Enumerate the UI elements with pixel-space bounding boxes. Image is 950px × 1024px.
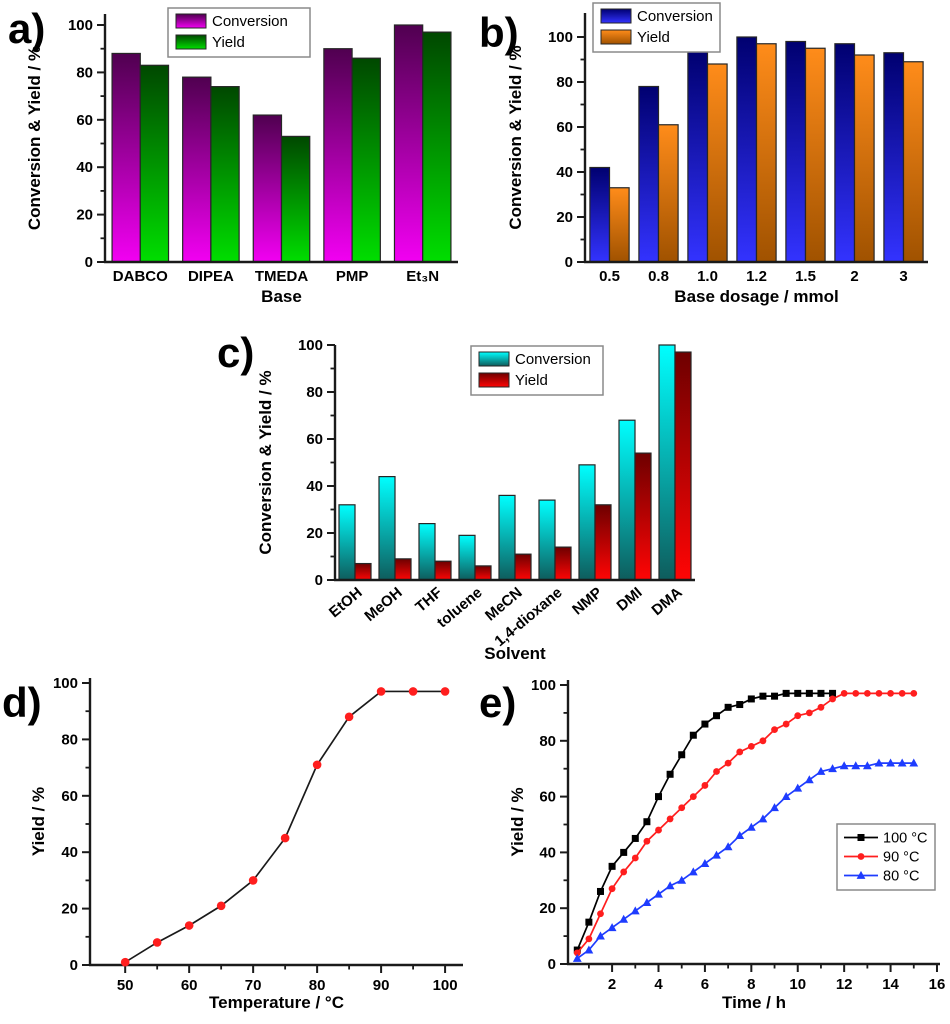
svg-text:8: 8 <box>747 976 755 993</box>
svg-text:4: 4 <box>654 976 663 993</box>
svg-text:70: 70 <box>245 977 262 994</box>
svg-text:Base: Base <box>261 287 302 306</box>
svg-text:14: 14 <box>882 976 899 993</box>
svg-text:0.8: 0.8 <box>648 268 669 285</box>
svg-text:Yield / %: Yield / % <box>29 787 48 856</box>
svg-text:Yield: Yield <box>212 34 245 51</box>
svg-text:toluene: toluene <box>434 584 486 631</box>
panel-c-label: c) <box>217 329 255 376</box>
svg-text:100: 100 <box>298 337 323 354</box>
svg-text:40: 40 <box>539 844 556 861</box>
svg-text:Et₃N: Et₃N <box>406 268 439 285</box>
svg-text:20: 20 <box>76 207 93 224</box>
svg-text:Time / h: Time / h <box>722 993 786 1012</box>
svg-text:0: 0 <box>565 254 573 271</box>
svg-text:0: 0 <box>85 254 93 271</box>
panel-b-label: b) <box>479 9 519 56</box>
chart-b-dosage-bar: 0.5 0.8 1.0 1.2 1.5 2 3 0 20 40 60 80 100 Conversion … <box>506 2 928 306</box>
svg-text:16: 16 <box>929 976 946 993</box>
svg-text:80: 80 <box>556 74 573 91</box>
svg-text:100: 100 <box>53 675 78 692</box>
svg-text:Yield: Yield <box>637 29 670 46</box>
svg-text:2: 2 <box>608 976 616 993</box>
svg-text:90 °C: 90 °C <box>883 850 919 866</box>
svg-text:THF: THF <box>412 584 445 616</box>
panel-b: b) 0.5 0.8 1.0 1.2 1.5 2 3 0 20 40 60 80 100 Conversi… <box>475 0 950 318</box>
svg-text:60: 60 <box>76 112 93 129</box>
svg-text:20: 20 <box>539 900 556 917</box>
svg-text:3: 3 <box>899 268 907 285</box>
svg-text:1.2: 1.2 <box>746 268 767 285</box>
svg-text:Conversion: Conversion <box>515 351 591 368</box>
svg-text:PMP: PMP <box>336 268 369 285</box>
panel-d: d) 0 20 40 60 80 100 Yield / % Temperature / °C… <box>0 670 475 1024</box>
svg-text:Yield: Yield <box>515 372 548 389</box>
svg-text:60: 60 <box>181 977 198 994</box>
svg-text:100: 100 <box>548 29 573 46</box>
svg-text:60: 60 <box>61 788 78 805</box>
svg-text:100: 100 <box>68 17 93 34</box>
svg-text:0: 0 <box>548 956 556 973</box>
svg-text:Conversion: Conversion <box>637 8 713 25</box>
svg-text:TMEDA: TMEDA <box>255 268 308 285</box>
panel-c: c) EtOH MeOH THF toluene MeCN 1,4-dioxane NMP D… <box>175 318 775 670</box>
svg-text:6: 6 <box>701 976 709 993</box>
svg-text:DMA: DMA <box>648 584 685 619</box>
svg-text:60: 60 <box>556 119 573 136</box>
svg-text:12: 12 <box>836 976 853 993</box>
svg-text:MeOH: MeOH <box>361 584 405 625</box>
svg-text:80: 80 <box>539 733 556 750</box>
svg-text:40: 40 <box>306 478 323 495</box>
panel-a: a) DABCO DIPEA TMEDA PMP Et₃N 0 20 40 60 80 100 Con… <box>0 0 475 318</box>
panel-e-label: e) <box>479 679 517 726</box>
svg-text:80: 80 <box>306 384 323 401</box>
panel-a-label: a) <box>8 5 46 52</box>
svg-text:1.0: 1.0 <box>697 268 718 285</box>
svg-text:DMI: DMI <box>614 584 646 615</box>
svg-text:100 °C: 100 °C <box>883 831 928 847</box>
svg-text:Temperature / °C: Temperature / °C <box>209 993 344 1012</box>
svg-text:80: 80 <box>309 977 326 994</box>
svg-text:0: 0 <box>315 572 323 589</box>
svg-text:EtOH: EtOH <box>326 584 366 621</box>
svg-text:10: 10 <box>789 976 806 993</box>
svg-text:Conversion & Yield / %: Conversion & Yield / % <box>25 46 44 230</box>
svg-text:0: 0 <box>70 957 78 974</box>
svg-text:100: 100 <box>531 677 556 694</box>
svg-text:Conversion: Conversion <box>212 13 288 30</box>
panel-e: e) 0 20 40 60 80 100 Yield / % Time / h 2 4 6 8 10 12… <box>475 670 950 1024</box>
svg-text:Solvent: Solvent <box>484 644 546 663</box>
svg-text:90: 90 <box>373 977 390 994</box>
svg-text:80: 80 <box>61 731 78 748</box>
svg-text:Conversion & Yield / %: Conversion & Yield / % <box>256 370 275 554</box>
svg-text:Yield / %: Yield / % <box>508 787 527 856</box>
svg-text:100: 100 <box>433 977 458 994</box>
svg-text:1.5: 1.5 <box>795 268 816 285</box>
svg-text:60: 60 <box>539 789 556 806</box>
svg-text:Base dosage / mmol: Base dosage / mmol <box>674 287 838 306</box>
svg-text:50: 50 <box>117 977 134 994</box>
svg-text:0.5: 0.5 <box>599 268 620 285</box>
svg-text:20: 20 <box>61 901 78 918</box>
svg-text:40: 40 <box>61 844 78 861</box>
svg-text:40: 40 <box>76 159 93 176</box>
svg-text:NMP: NMP <box>569 584 605 618</box>
svg-text:Conversion & Yield / %: Conversion & Yield / % <box>506 45 525 229</box>
svg-text:80 °C: 80 °C <box>883 869 919 885</box>
chart-e-time-line: 0 20 40 60 80 100 Yield / % Time / h 2 4 6 8 10 12 14 1… <box>508 677 946 1012</box>
svg-text:20: 20 <box>556 209 573 226</box>
panel-d-label: d) <box>2 679 42 726</box>
chart-d-temperature-line: 0 20 40 60 80 100 Yield / % Temperature / °C 50 6… <box>29 675 463 1012</box>
svg-text:DABCO: DABCO <box>113 268 168 285</box>
svg-text:2: 2 <box>850 268 858 285</box>
svg-text:20: 20 <box>306 525 323 542</box>
svg-text:80: 80 <box>76 64 93 81</box>
svg-text:40: 40 <box>556 164 573 181</box>
svg-text:60: 60 <box>306 431 323 448</box>
svg-text:DIPEA: DIPEA <box>188 268 234 285</box>
chart-a-bases-bar: DABCO DIPEA TMEDA PMP Et₃N 0 20 40 60 80 100 Conver… <box>25 7 458 306</box>
